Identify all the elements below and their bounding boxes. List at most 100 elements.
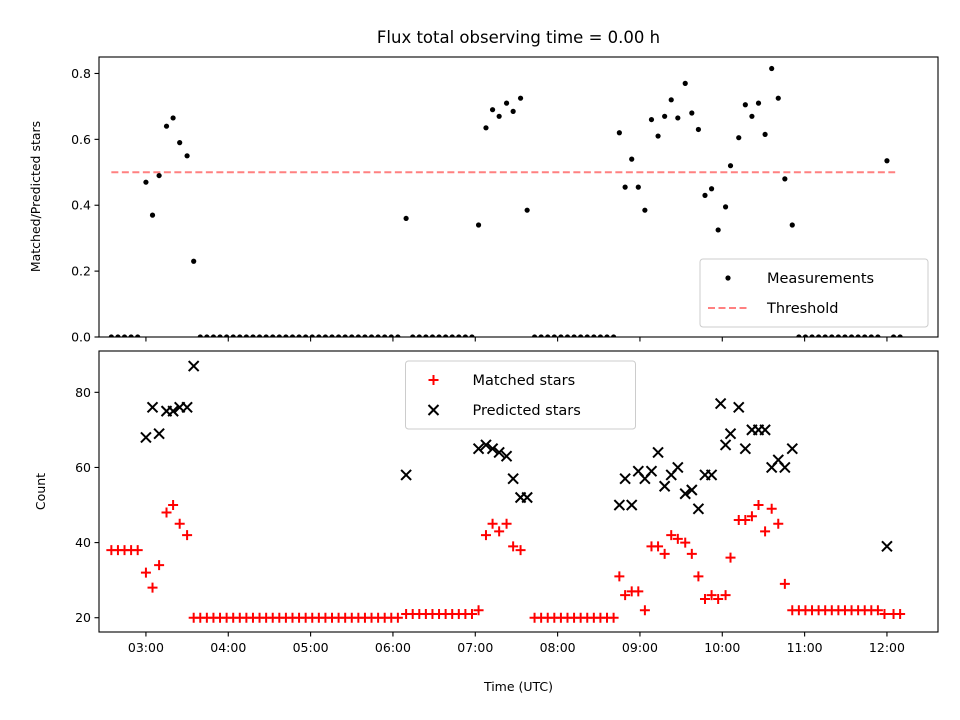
predicted-stars-point: [619, 473, 631, 485]
measurement-point: [769, 65, 775, 72]
measurement-point: [289, 334, 296, 337]
top-axes-frame: [98, 56, 939, 338]
measurement-point: [309, 334, 315, 337]
bottom-data-marks: [106, 360, 906, 623]
measurement-point: [668, 97, 674, 103]
bottom-xtick-label: 11:00: [787, 640, 823, 655]
measurement-point: [177, 140, 183, 146]
top-ytick-label: 0.8: [71, 66, 91, 81]
measurement-point: [816, 334, 822, 337]
measurement-point: [775, 95, 781, 101]
measurement-point: [635, 184, 641, 190]
matched-stars-point: [140, 567, 151, 578]
bottom-axes: 20 40 60 80 03:00 04:00 05:00 06:00 07:00 08:00 09…: [75, 350, 939, 655]
matched-stars-point: [480, 530, 491, 541]
bottom-ytick-label: 40: [75, 535, 91, 550]
matched-stars-point: [473, 605, 484, 616]
measurement-point: [443, 334, 449, 337]
measurement-point: [128, 334, 134, 337]
measurement-point: [316, 334, 322, 337]
measurement-point: [449, 334, 455, 337]
matched-stars-point: [608, 612, 619, 623]
measurement-point: [727, 163, 734, 169]
bottom-xtick-label: 06:00: [375, 640, 411, 655]
measurement-point: [243, 334, 249, 337]
predicted-stars-point: [705, 469, 718, 481]
measurement-point: [715, 227, 721, 233]
measurement-point: [604, 334, 610, 337]
measurement-point: [322, 334, 329, 337]
measurement-point: [395, 334, 401, 337]
predicted-stars-point: [686, 484, 698, 496]
matched-stars-point: [740, 515, 751, 526]
measurement-point: [204, 334, 210, 337]
measurement-point: [517, 95, 524, 101]
legend-measurements-swatch: [725, 275, 731, 281]
predicted-stars-point: [739, 442, 752, 455]
predicted-stars-point: [672, 461, 684, 474]
measurement-point: [197, 334, 203, 337]
measurement-point: [368, 334, 375, 337]
predicted-stars-point: [652, 446, 664, 459]
predicted-stars-point: [507, 473, 519, 485]
predicted-stars-point: [493, 446, 505, 459]
predicted-stars-point: [187, 360, 200, 372]
bottom-axes-frame: [98, 350, 939, 633]
measurement-point: [848, 334, 855, 337]
measurement-point: [270, 334, 276, 337]
measurement-point: [524, 207, 530, 213]
measurement-point: [335, 334, 342, 337]
predicted-stars-point: [881, 540, 893, 553]
predicted-stars-point: [692, 503, 705, 515]
top-ytick-label: 0.4: [71, 198, 91, 213]
measurement-point: [531, 334, 538, 337]
measurement-point: [642, 207, 648, 213]
measurement-point: [610, 334, 617, 337]
measurement-point: [591, 334, 597, 337]
measurement-point: [496, 113, 502, 119]
measurement-point: [382, 334, 388, 337]
measurement-point: [156, 172, 162, 179]
matched-stars-point: [653, 541, 664, 552]
predicted-stars-point: [645, 465, 658, 477]
measurement-point: [796, 334, 802, 337]
measurement-point: [809, 334, 815, 337]
bottom-chart-ylabel: Count: [33, 473, 48, 510]
measurement-point: [224, 334, 230, 337]
legend-box: [699, 258, 929, 328]
measurement-point: [349, 334, 355, 337]
matched-stars-point: [620, 590, 631, 601]
bottom-ytick-label: 20: [75, 610, 91, 625]
measurement-point: [675, 115, 681, 121]
measurement-point: [597, 334, 604, 337]
measurement-point: [388, 334, 394, 337]
measurement-point: [410, 334, 416, 337]
measurement-point: [662, 113, 668, 119]
measurement-point: [782, 176, 788, 182]
measurement-point: [191, 258, 197, 264]
matched-stars-point: [132, 545, 143, 556]
legend-label: Predicted stars: [473, 403, 581, 419]
measurement-point: [456, 334, 462, 337]
measurement-point: [584, 334, 590, 337]
measurement-point: [551, 334, 557, 337]
measurement-point: [578, 334, 584, 337]
top-legend: Measurements Threshold: [699, 258, 929, 328]
measurement-point: [121, 334, 128, 337]
measurement-point: [822, 334, 828, 337]
matched-stars-point: [725, 552, 736, 563]
bottom-xtick-label: 05:00: [293, 640, 329, 655]
matched-stars-point: [487, 518, 498, 529]
measurement-point: [283, 334, 289, 337]
matched-stars-point: [713, 593, 724, 604]
bottom-xtick-label: 04:00: [210, 640, 246, 655]
predicted-stars-point: [146, 401, 159, 414]
predicted-stars-point: [153, 427, 165, 440]
measurement-point: [163, 123, 170, 129]
legend-matched-swatch: [428, 375, 439, 385]
measurement-point: [135, 334, 141, 337]
legend-label: Measurements: [767, 271, 874, 287]
measurement-point: [755, 100, 762, 106]
measurement-point: [355, 334, 361, 337]
bottom-xtick-label: 07:00: [457, 640, 493, 655]
